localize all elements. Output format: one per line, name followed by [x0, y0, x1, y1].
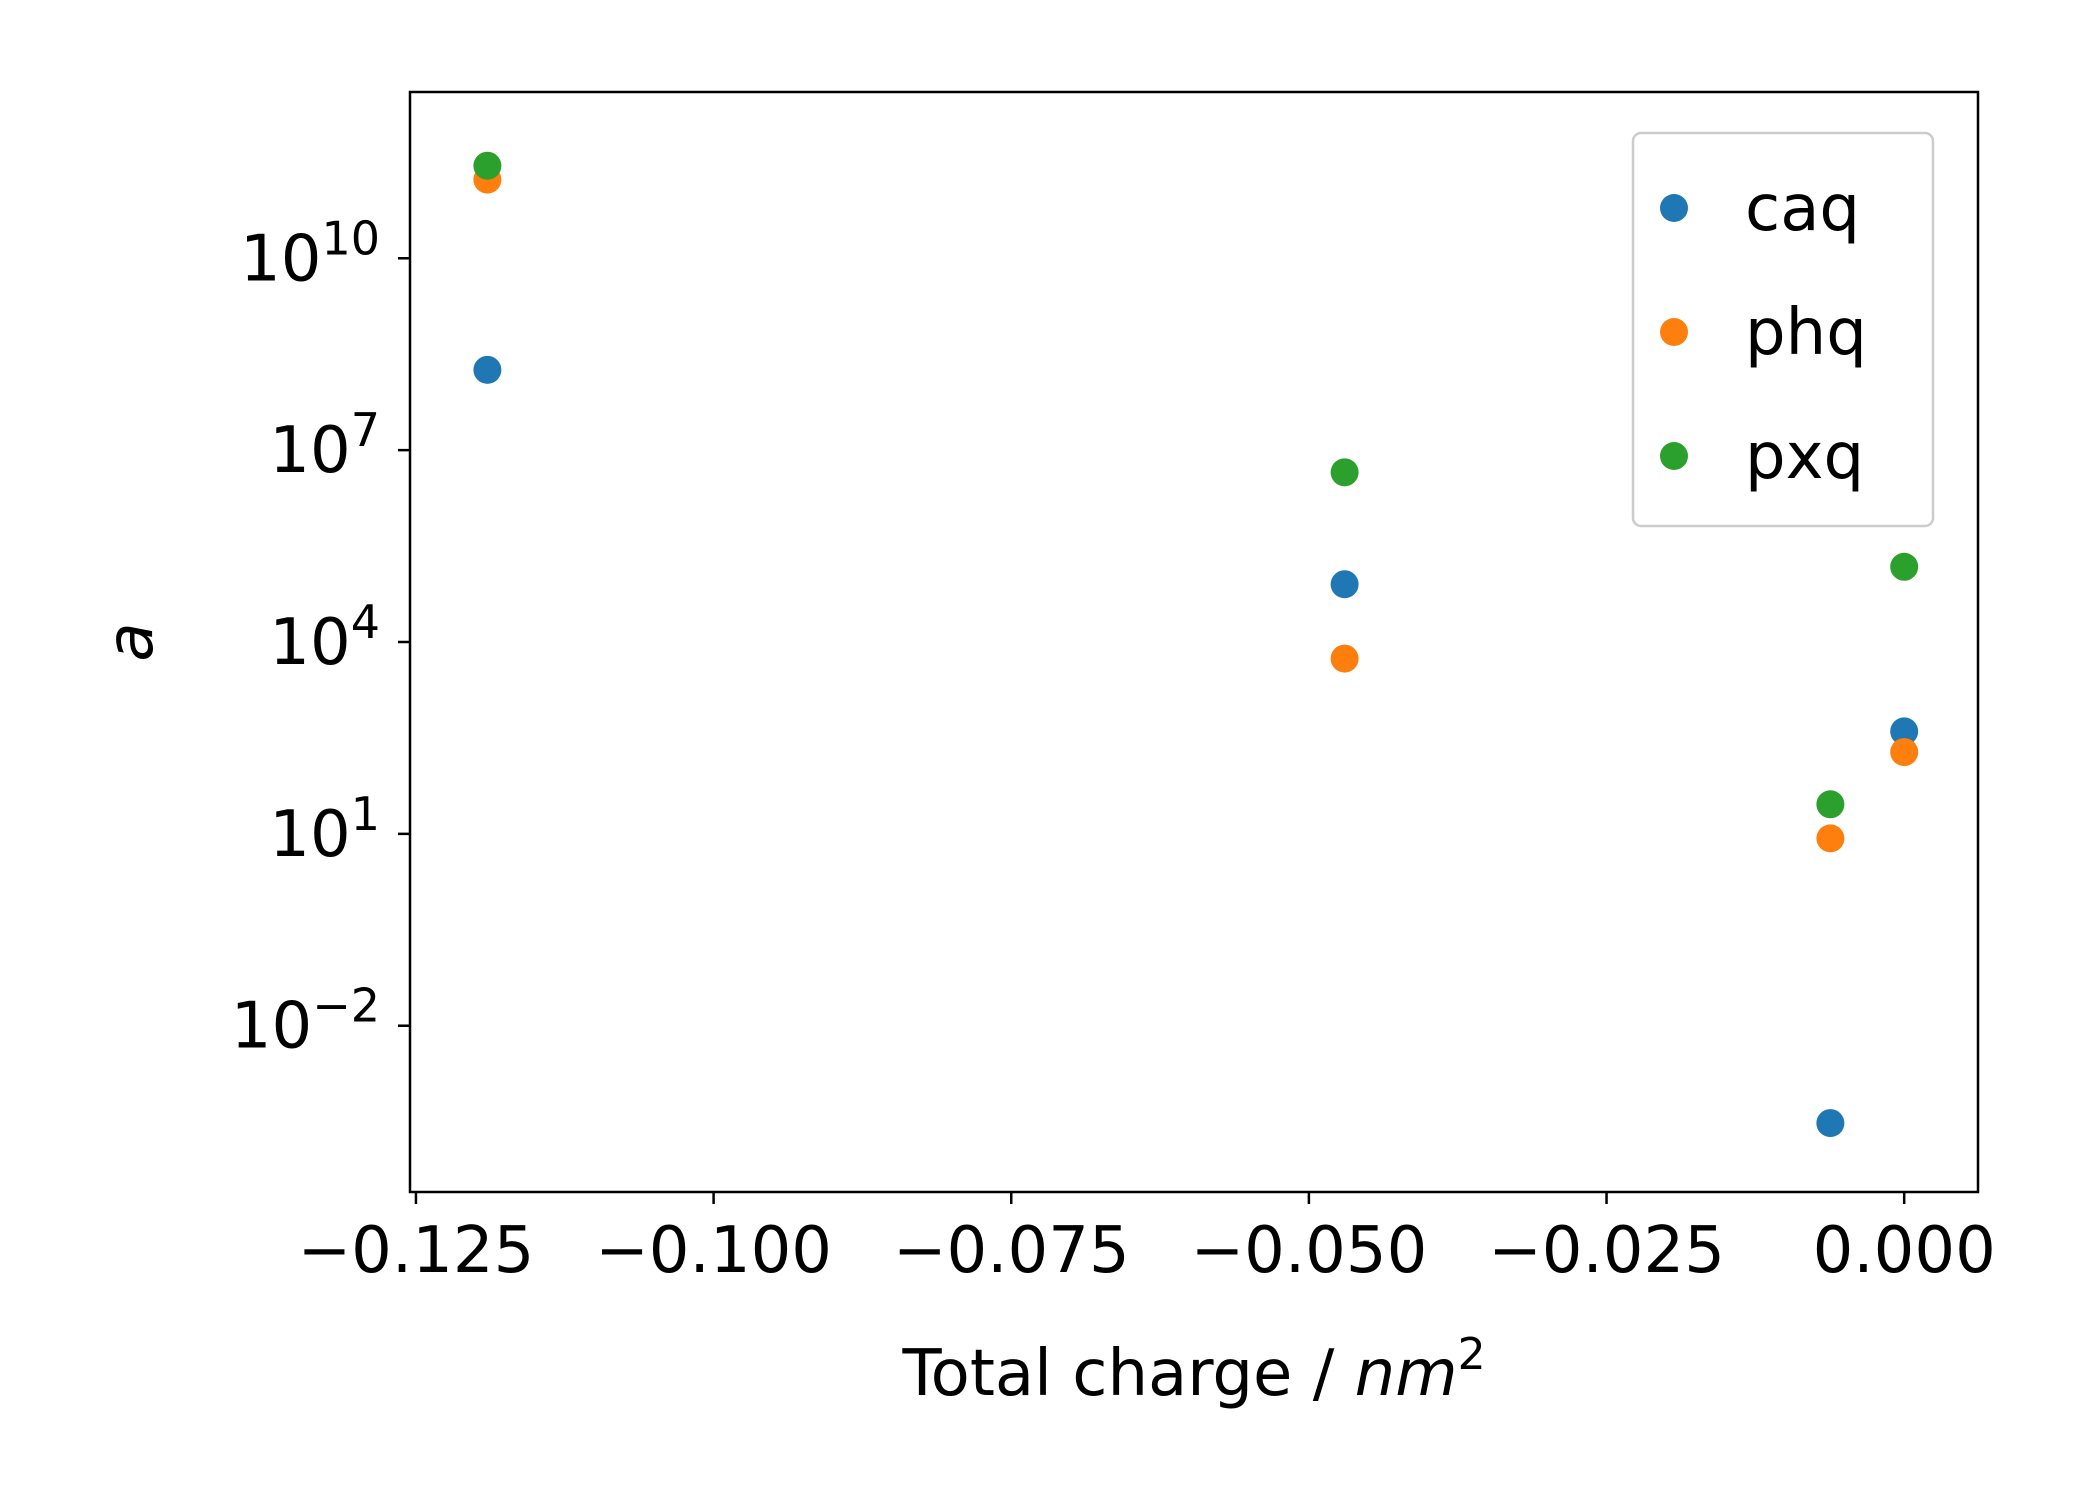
x-tick-label: −0.075: [893, 1214, 1130, 1288]
legend-label-pxq: pxq: [1745, 420, 1864, 494]
x-tick-label: 0.000: [1813, 1214, 1996, 1288]
y-tick-label: 10−2: [231, 979, 380, 1064]
y-tick-label: 1010: [240, 211, 380, 296]
legend-label-phq: phq: [1745, 296, 1867, 370]
data-point-phq: [1816, 824, 1845, 853]
data-point-caq: [1890, 717, 1919, 746]
y-axis: 10−2 101 104 107 1010: [231, 211, 410, 1064]
data-point-pxq: [1890, 552, 1919, 581]
data-point-pxq: [473, 151, 502, 180]
x-axis-title: Total charge / nm2: [901, 1329, 1485, 1411]
series-pxq: [473, 151, 1919, 819]
plot-frame: [408, 90, 1980, 1194]
legend-marker-phq: [1660, 318, 1688, 346]
legend-frame: [1631, 131, 1935, 528]
data-point-pxq: [1816, 790, 1845, 819]
x-tick-label: −0.100: [595, 1214, 832, 1288]
y-axis-title: a: [94, 622, 168, 661]
data-point-phq: [1330, 644, 1359, 673]
series-caq: [473, 355, 1919, 1138]
data-point-pxq: [1330, 458, 1359, 487]
data-points: [473, 151, 1919, 1138]
data-point-caq: [1816, 1109, 1845, 1138]
x-tick-label: −0.050: [1190, 1214, 1427, 1288]
y-tick-label: 101: [269, 787, 380, 872]
data-point-caq: [473, 355, 502, 384]
y-tick-label: 107: [269, 403, 380, 488]
data-point-caq: [1330, 570, 1359, 599]
legend: caq phq pxq: [1631, 131, 1935, 528]
x-axis: −0.125 −0.100 −0.075 −0.050 −0.025 0.000: [298, 1192, 1996, 1288]
data-point-phq: [1890, 738, 1919, 767]
legend-marker-pxq: [1660, 442, 1688, 470]
legend-marker-caq: [1660, 194, 1688, 222]
legend-label-caq: caq: [1745, 172, 1860, 246]
x-tick-label: −0.125: [298, 1214, 535, 1288]
x-tick-label: −0.025: [1488, 1214, 1725, 1288]
y-tick-label: 104: [269, 595, 380, 680]
